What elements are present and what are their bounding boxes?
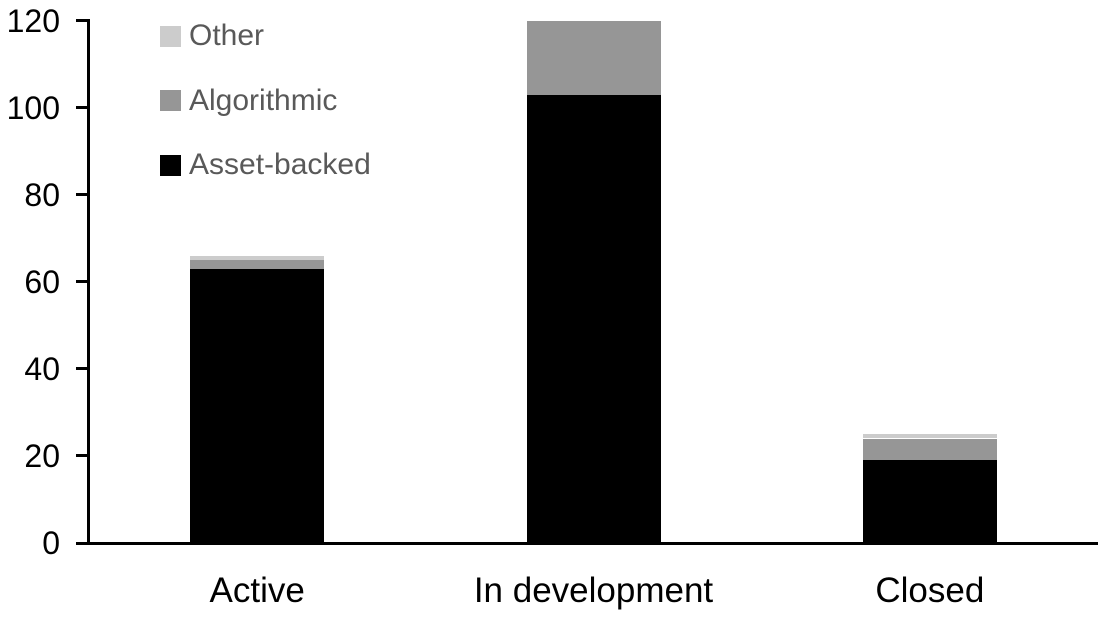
- x-axis-category-label: Active: [209, 571, 305, 610]
- y-axis-tick-label: 40: [24, 350, 60, 387]
- y-axis-tick: [76, 106, 87, 110]
- y-axis-tick-label: 80: [24, 176, 60, 213]
- legend-item: Asset-backed: [160, 150, 371, 180]
- y-axis-tick-label: 20: [24, 437, 60, 474]
- y-axis-tick-label: 100: [6, 89, 60, 126]
- bar-segment-other: [190, 255, 325, 260]
- x-axis-line: [87, 542, 1098, 545]
- legend-swatch-algorithmic: [160, 90, 181, 111]
- y-axis-tick: [76, 19, 87, 22]
- legend-swatch-other: [160, 25, 181, 47]
- bar-segment-algorithmic: [526, 20, 661, 95]
- bar-segment-asset-backed: [190, 268, 325, 543]
- bar-segment-algorithmic: [190, 259, 325, 269]
- legend-label: Algorithmic: [189, 83, 338, 117]
- bar-segment-asset-backed: [862, 460, 997, 543]
- bar-segment-algorithmic: [862, 438, 997, 461]
- bar-segment-asset-backed: [526, 94, 661, 543]
- y-axis-tick-label: 60: [24, 263, 60, 300]
- bar-segment-other: [862, 434, 997, 439]
- legend-item: Other: [160, 21, 264, 51]
- y-axis-tick-label: 0: [42, 525, 60, 561]
- x-axis-category-label: Closed: [875, 571, 985, 610]
- legend-item: Algorithmic: [160, 85, 337, 115]
- y-axis-tick: [76, 367, 87, 371]
- y-axis-line: [87, 19, 90, 545]
- y-axis-tick: [76, 541, 87, 545]
- legend-label: Asset-backed: [189, 148, 371, 181]
- y-axis-tick: [76, 280, 87, 284]
- y-axis-tick: [76, 193, 87, 197]
- y-axis-tick-label: 120: [6, 2, 60, 39]
- legend-label: Other: [189, 19, 265, 52]
- x-axis-category-label: In development: [473, 571, 714, 610]
- y-axis-tick: [76, 454, 87, 458]
- legend-swatch-asset-backed: [160, 154, 181, 176]
